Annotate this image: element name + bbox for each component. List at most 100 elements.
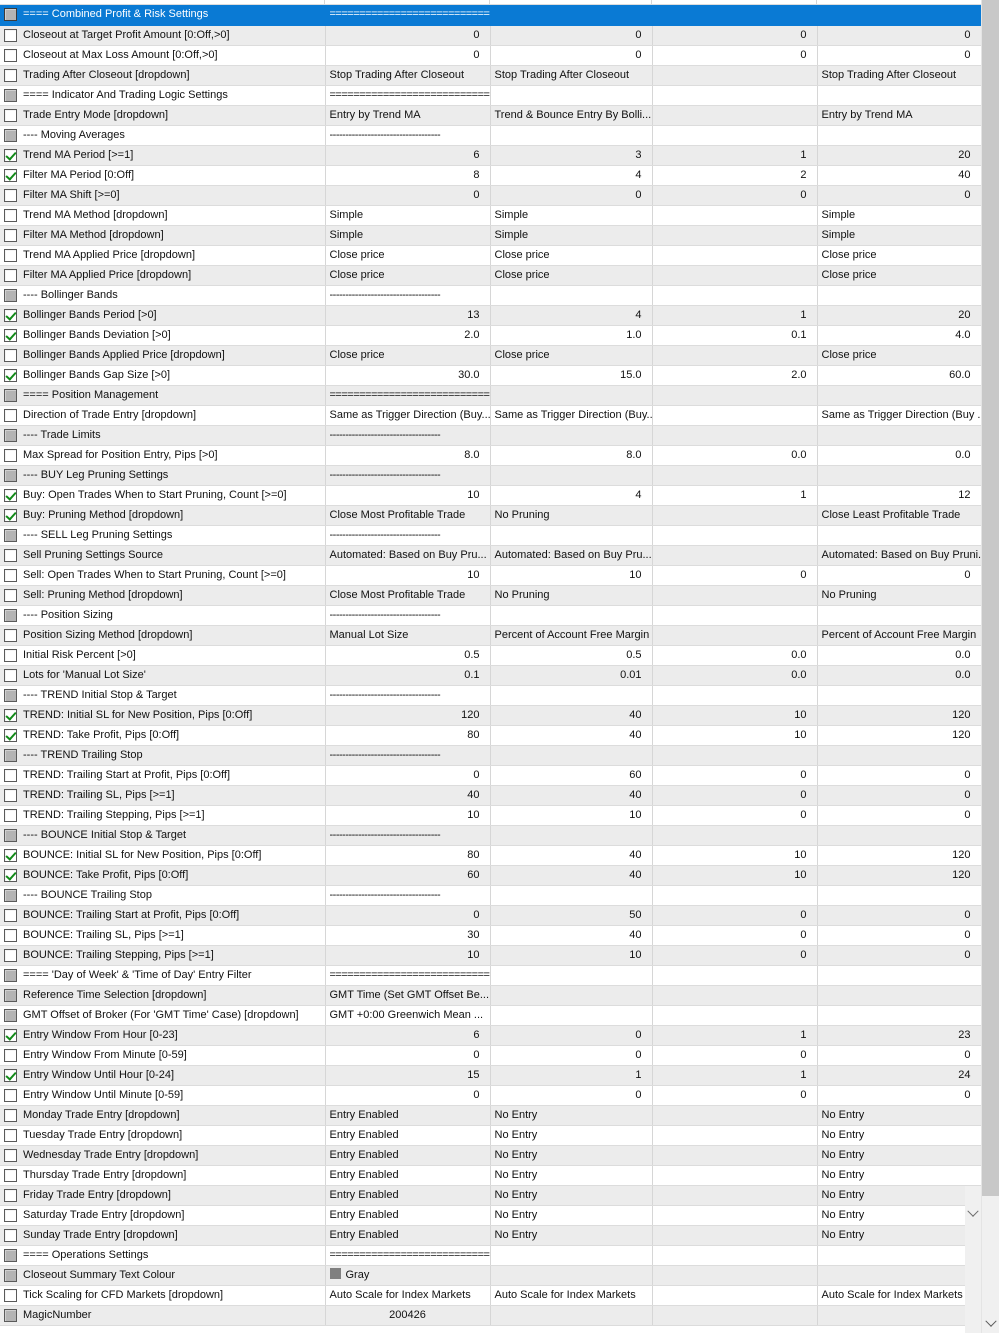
row-value-cell-3[interactable]: 0: [652, 1045, 818, 1066]
row-value-cell-1[interactable]: Simple: [325, 225, 491, 246]
checkbox-unchecked-icon[interactable]: [4, 548, 17, 562]
row-value-cell-4[interactable]: Percent of Account Free Margin: [817, 625, 982, 646]
row-value-cell-1[interactable]: 6: [325, 145, 491, 166]
row-value-cell-4[interactable]: 0: [817, 185, 982, 206]
row-value-cell-4[interactable]: No Entry: [817, 1145, 982, 1166]
row-value-cell-4[interactable]: 4.0: [817, 325, 982, 346]
checkbox-checked-icon[interactable]: [4, 1068, 17, 1082]
checkbox-unchecked-icon[interactable]: [4, 588, 17, 602]
row-value-cell-2[interactable]: 40: [490, 785, 653, 806]
row-value-cell-3[interactable]: [652, 105, 818, 126]
table-row[interactable]: Entry Window Until Minute [0-59] 0 0 0 0: [0, 1085, 982, 1106]
row-name-cell[interactable]: Bollinger Bands Applied Price [dropdown]: [0, 345, 326, 366]
table-row[interactable]: ---- BUY Leg Pruning Settings -----------…: [0, 465, 982, 486]
row-value-cell-2[interactable]: 10: [490, 945, 653, 966]
row-value-cell-2[interactable]: 10: [490, 565, 653, 586]
checkbox-unchecked-icon[interactable]: [4, 248, 17, 262]
table-row[interactable]: BOUNCE: Initial SL for New Position, Pip…: [0, 845, 982, 866]
row-value-cell-4[interactable]: [817, 965, 982, 986]
row-name-cell[interactable]: TREND: Take Profit, Pips [0:Off]: [0, 725, 326, 746]
row-value-cell-3[interactable]: 10: [652, 845, 818, 866]
row-name-cell[interactable]: Max Spread for Position Entry, Pips [>0]: [0, 445, 326, 466]
row-value-cell-2[interactable]: [490, 465, 653, 486]
row-name-cell[interactable]: GMT Offset of Broker (For 'GMT Time' Cas…: [0, 1005, 326, 1026]
row-value-cell-3[interactable]: 0: [652, 765, 818, 786]
row-value-cell-3[interactable]: [652, 965, 818, 986]
row-value-cell-1[interactable]: Stop Trading After Closeout: [325, 65, 491, 86]
table-row[interactable]: Filter MA Method [dropdown] Simple Simple S…: [0, 225, 982, 246]
row-name-cell[interactable]: Trade Entry Mode [dropdown]: [0, 105, 326, 126]
row-value-cell-2[interactable]: [490, 385, 653, 406]
row-value-cell-1[interactable]: 6: [325, 1025, 491, 1046]
table-row[interactable]: Buy: Pruning Method [dropdown] Close Most…: [0, 505, 982, 526]
table-row[interactable]: Trend MA Applied Price [dropdown] Close p…: [0, 245, 982, 266]
scrollbar-thumb-outer[interactable]: [982, 0, 999, 1196]
row-value-cell-2[interactable]: 0.5: [490, 645, 653, 666]
row-value-cell-1[interactable]: Close price: [325, 345, 491, 366]
row-value-cell-3[interactable]: [652, 1305, 818, 1326]
row-value-cell-3[interactable]: [652, 885, 818, 906]
row-value-cell-3[interactable]: [652, 345, 818, 366]
row-value-cell-2[interactable]: Close price: [490, 345, 653, 366]
row-value-cell-3[interactable]: [652, 505, 818, 526]
vertical-scrollbar-outer[interactable]: [981, 0, 999, 1333]
table-row[interactable]: ==== 'Day of Week' & 'Time of Day' Entry…: [0, 965, 982, 986]
row-name-cell[interactable]: ==== 'Day of Week' & 'Time of Day' Entry…: [0, 965, 326, 986]
row-name-cell[interactable]: ==== Indicator And Trading Logic Setting…: [0, 85, 326, 106]
row-value-cell-1[interactable]: 10: [325, 485, 491, 506]
row-value-cell-3[interactable]: [652, 205, 818, 226]
row-value-cell-1[interactable]: -----------------------------------: [325, 685, 491, 706]
row-value-cell-1[interactable]: 10: [325, 565, 491, 586]
table-row[interactable]: Bollinger Bands Deviation [>0] 2.0 1.0 0.1 4…: [0, 325, 982, 346]
row-value-cell-3[interactable]: [652, 85, 818, 106]
row-value-cell-1[interactable]: ======================================: [325, 85, 491, 106]
row-value-cell-4[interactable]: No Pruning: [817, 585, 982, 606]
row-value-cell-3[interactable]: [652, 65, 818, 86]
row-value-cell-2[interactable]: 4: [490, 485, 653, 506]
table-row[interactable]: ==== Operations Settings ================…: [0, 1245, 982, 1266]
row-value-cell-3[interactable]: [652, 1125, 818, 1146]
row-value-cell-3[interactable]: 0: [652, 905, 818, 926]
row-name-cell[interactable]: Initial Risk Percent [>0]: [0, 645, 326, 666]
table-row[interactable]: BOUNCE: Trailing SL, Pips [>=1] 30 40 0 0: [0, 925, 982, 946]
row-name-cell[interactable]: Lots for 'Manual Lot Size': [0, 665, 326, 686]
checkbox-unchecked-icon[interactable]: [4, 648, 17, 662]
row-value-cell-4[interactable]: Same as Trigger Direction (Buy ...: [817, 405, 982, 426]
row-value-cell-4[interactable]: 20: [817, 145, 982, 166]
row-value-cell-1[interactable]: Automated: Based on Buy Pru...: [325, 545, 491, 566]
row-name-cell[interactable]: Tick Scaling for CFD Markets [dropdown]: [0, 1285, 326, 1306]
row-value-cell-1[interactable]: Entry Enabled: [325, 1225, 491, 1246]
row-value-cell-1[interactable]: 8.0: [325, 445, 491, 466]
row-value-cell-2[interactable]: 8.0: [490, 445, 653, 466]
table-row[interactable]: Closeout Summary Text Colour Gray: [0, 1265, 982, 1286]
row-value-cell-1[interactable]: 0: [325, 1085, 491, 1106]
row-name-cell[interactable]: Bollinger Bands Deviation [>0]: [0, 325, 326, 346]
row-value-cell-1[interactable]: 80: [325, 725, 491, 746]
row-value-cell-1[interactable]: Entry Enabled: [325, 1185, 491, 1206]
row-value-cell-1[interactable]: 200426: [325, 1305, 491, 1326]
row-name-cell[interactable]: Wednesday Trade Entry [dropdown]: [0, 1145, 326, 1166]
checkbox-checked-icon[interactable]: [4, 728, 17, 742]
row-value-cell-4[interactable]: 120: [817, 865, 982, 886]
row-value-cell-4[interactable]: 12: [817, 485, 982, 506]
row-value-cell-1[interactable]: Close price: [325, 265, 491, 286]
table-row[interactable]: ==== Combined Profit & Risk Settings ====…: [0, 5, 982, 26]
table-row[interactable]: TREND: Trailing Stepping, Pips [>=1] 10 10…: [0, 805, 982, 826]
checkbox-checked-icon[interactable]: [4, 168, 17, 182]
row-name-cell[interactable]: Bollinger Bands Gap Size [>0]: [0, 365, 326, 386]
row-value-cell-1[interactable]: 0: [325, 1045, 491, 1066]
row-value-cell-1[interactable]: Entry Enabled: [325, 1105, 491, 1126]
row-value-cell-1[interactable]: ======================================: [325, 385, 491, 406]
checkbox-checked-icon[interactable]: [4, 148, 17, 162]
row-value-cell-2[interactable]: [490, 965, 653, 986]
row-value-cell-2[interactable]: No Entry: [490, 1145, 653, 1166]
row-name-cell[interactable]: Sunday Trade Entry [dropdown]: [0, 1225, 326, 1246]
row-value-cell-4[interactable]: 0: [817, 925, 982, 946]
row-value-cell-3[interactable]: 0.0: [652, 445, 818, 466]
row-value-cell-4[interactable]: 0: [817, 905, 982, 926]
table-row[interactable]: Saturday Trade Entry [dropdown] Entry Ena…: [0, 1205, 982, 1226]
checkbox-unchecked-icon[interactable]: [4, 108, 17, 122]
row-value-cell-4[interactable]: Close Least Profitable Trade: [817, 505, 982, 526]
row-value-cell-1[interactable]: -----------------------------------: [325, 605, 491, 626]
checkbox-unchecked-icon[interactable]: [4, 948, 17, 962]
